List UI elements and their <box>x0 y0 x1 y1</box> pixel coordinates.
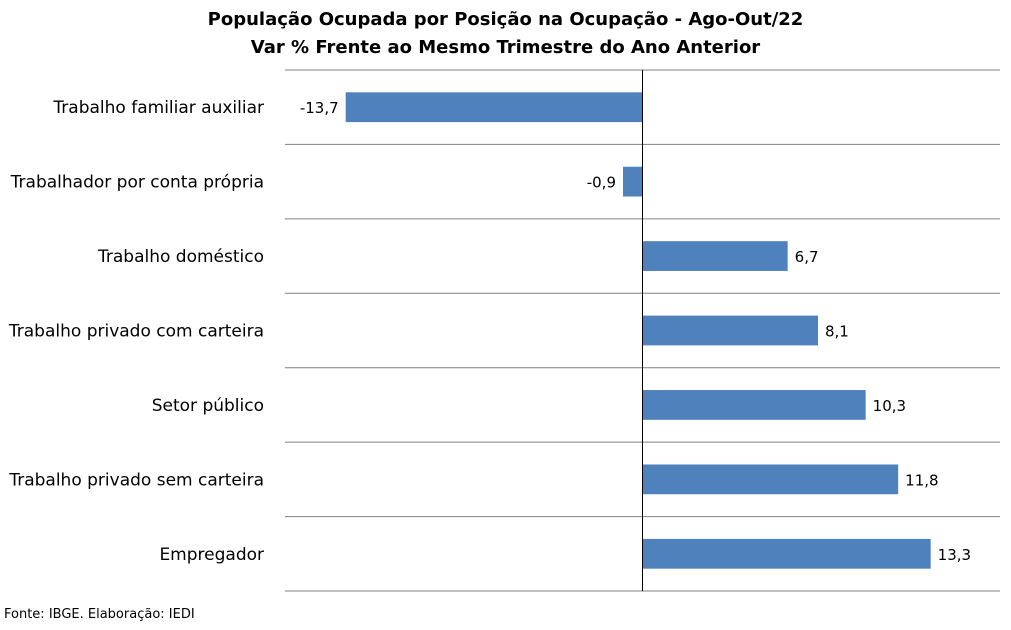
category-label: Empregador <box>159 545 264 565</box>
bar <box>623 166 643 197</box>
data-label: 10,3 <box>873 397 906 415</box>
category-label: Trabalho familiar auxiliar <box>52 98 264 118</box>
category-label: Trabalho privado sem carteira <box>8 470 264 490</box>
data-label: 6,7 <box>795 248 819 266</box>
category-label: Trabalho privado com carteira <box>8 322 264 342</box>
bar <box>345 92 643 123</box>
category-label: Trabalho doméstico <box>97 247 264 267</box>
bar <box>642 241 788 271</box>
category-label: Trabalhador por conta própria <box>10 173 264 193</box>
source-note: Fonte: IBGE. Elaboração: IEDI <box>4 607 195 622</box>
bar <box>642 538 931 569</box>
chart-title: População Ocupada por Posição na Ocupaçã… <box>0 6 1011 62</box>
bar <box>642 315 818 346</box>
data-label: -13,7 <box>300 99 339 117</box>
data-label: -0,9 <box>587 174 616 192</box>
data-label: 13,3 <box>938 546 971 564</box>
chart-title-line: População Ocupada por Posição na Ocupaçã… <box>207 9 804 30</box>
data-label: 11,8 <box>905 471 938 489</box>
bar <box>642 390 866 420</box>
chart-subtitle-line: Var % Frente ao Mesmo Trimestre do Ano A… <box>250 37 761 58</box>
bar <box>642 464 899 495</box>
data-label: 8,1 <box>825 323 849 341</box>
category-label: Setor público <box>152 396 264 416</box>
